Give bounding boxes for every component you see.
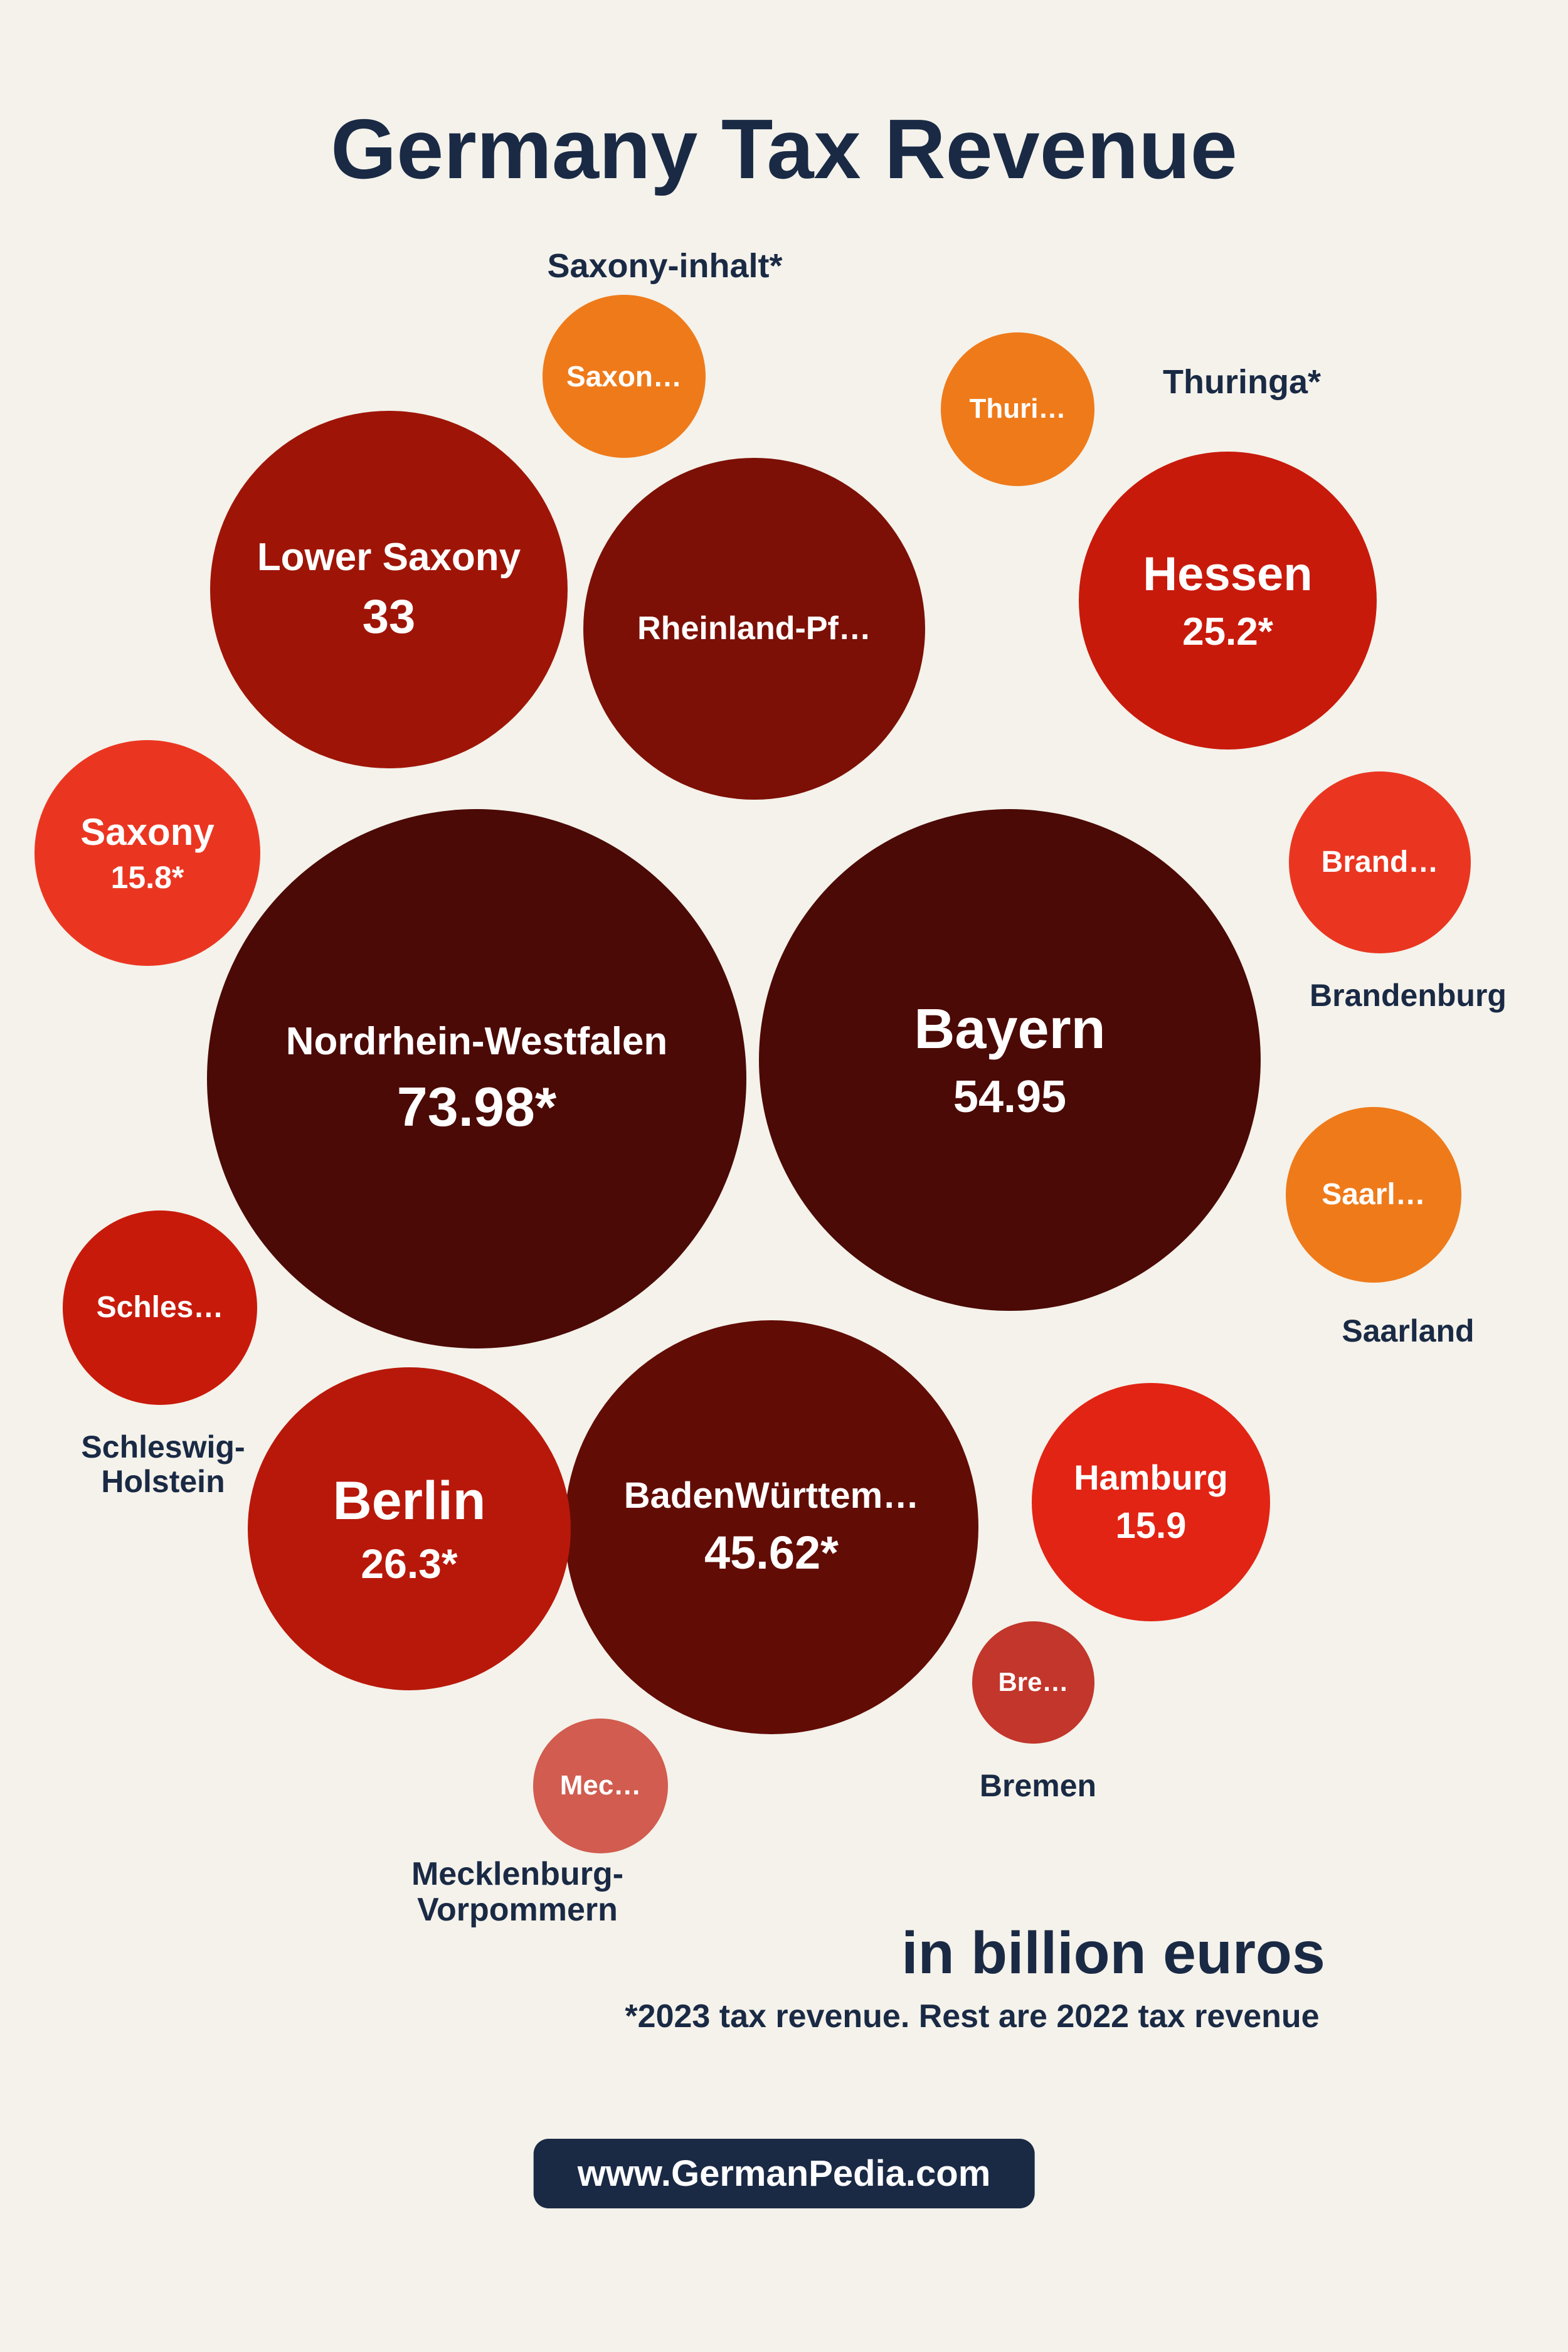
bubble-name: Hessen [1119, 547, 1336, 601]
bubble-bremen: Bre… [972, 1621, 1094, 1744]
chart-title: Germany Tax Revenue [0, 100, 1568, 198]
bubble-value: 26.3* [361, 1540, 457, 1588]
bubble-name: Bre… [988, 1667, 1078, 1697]
bubble-nrw: Nordrhein-Westfalen 73.98* [207, 809, 746, 1348]
bubble-saxony: Saxony 15.8* [34, 740, 260, 966]
bubble-value: 25.2* [1182, 610, 1273, 654]
bubble-brandenburg: Brand… [1289, 771, 1471, 953]
footnote: *2023 tax revenue. Rest are 2022 tax rev… [439, 1998, 1505, 2035]
bubble-name: Brand… [1306, 845, 1453, 879]
label-saxonyanhalt: Saxony-inhalt* [502, 248, 828, 285]
bubble-name: Berlin [307, 1470, 511, 1532]
bubble-lowersaxony: Lower Saxony 33 [210, 411, 568, 768]
bubble-hamburg: Hamburg 15.9 [1032, 1383, 1270, 1621]
label-brandenburg: Brandenburg [1273, 978, 1543, 1013]
bubble-value: 33 [363, 590, 416, 644]
bubble-value: 54.95 [953, 1071, 1066, 1123]
bubble-bayern: Bayern 54.95 [759, 809, 1261, 1311]
bubble-name: Saxony [62, 810, 232, 854]
label-thuringa: Thuringa* [1116, 364, 1367, 401]
bubble-name: Nordrhein-Westfalen [243, 1019, 711, 1064]
bubble-name: Mec… [549, 1770, 652, 1802]
bubble-value: 45.62* [704, 1526, 839, 1579]
bubble-name: Saxon… [553, 360, 695, 393]
bubble-name: Rheinland-Pf… [610, 610, 899, 648]
bubble-name: Thuri… [957, 393, 1078, 425]
bubble-name: Lower Saxony [228, 535, 549, 580]
label-bremen: Bremen [947, 1769, 1129, 1803]
label-schleswig: Schleswig-Holstein [50, 1430, 276, 1499]
bubble-value: 73.98* [397, 1075, 556, 1138]
source-badge: www.GermanPedia.com [534, 2139, 1035, 2208]
bubble-berlin: Berlin 26.3* [248, 1367, 571, 1690]
bubble-saxonyanhalt: Saxon… [543, 295, 706, 458]
bubble-bw: BadenWürttem… 45.62* [564, 1320, 978, 1734]
bubble-name: Saarl… [1308, 1177, 1439, 1212]
bubble-thuringa: Thuri… [941, 332, 1094, 486]
bubble-name: BadenWürttem… [591, 1475, 952, 1517]
label-saarland: Saarland [1314, 1314, 1502, 1348]
unit-subtitle: in billion euros [784, 1919, 1443, 1988]
label-mecklenburg: Mecklenburg-Vorpommern [361, 1857, 674, 1928]
bubble-mecklenburg: Mec… [533, 1719, 668, 1853]
bubble-rp: Rheinland-Pf… [583, 458, 925, 800]
bubble-hessen: Hessen 25.2* [1079, 452, 1377, 750]
bubble-name: Hamburg [1055, 1458, 1248, 1498]
bubble-value: 15.9 [1116, 1505, 1187, 1547]
bubble-value: 15.8* [111, 860, 184, 896]
bubble-saarland: Saarl… [1286, 1107, 1461, 1283]
bubble-schleswig: Schles… [63, 1210, 257, 1405]
bubble-name: Schles… [81, 1290, 239, 1325]
bubble-name: Bayern [874, 997, 1145, 1062]
